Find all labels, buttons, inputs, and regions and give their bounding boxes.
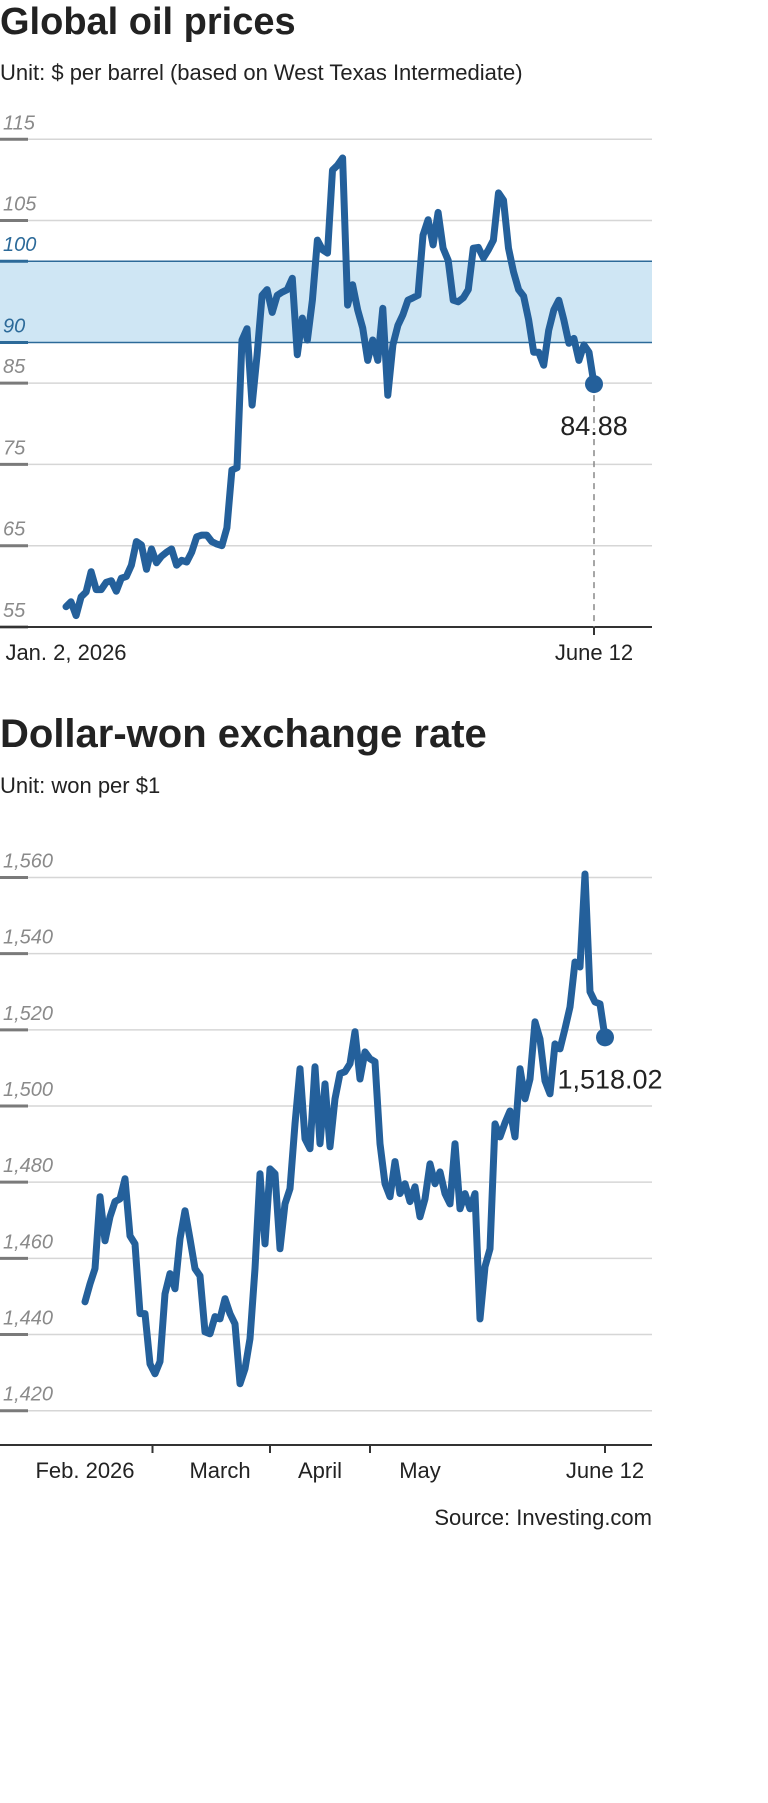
end-marker <box>596 1028 614 1047</box>
chart-subtitle: Unit: won per $1 <box>0 773 160 798</box>
y-tick-label: 105 <box>3 194 37 216</box>
data-line <box>62 154 598 620</box>
y-tick-label: 1,460 <box>3 1231 53 1253</box>
y-tick-label: 75 <box>3 437 26 459</box>
end-marker <box>585 375 603 394</box>
y-tick-label: 1,480 <box>3 1155 53 1177</box>
chart-subtitle: Unit: $ per barrel (based on West Texas … <box>0 60 523 85</box>
data-line <box>81 870 609 1388</box>
x-tick-label: March <box>189 1458 250 1483</box>
x-tick-label: May <box>399 1458 441 1483</box>
x-tick-label: April <box>298 1458 342 1483</box>
y-tick-label: 1,420 <box>3 1384 53 1406</box>
chart-title: Dollar-won exchange rate <box>0 712 487 756</box>
value-label: 1,518.02 <box>557 1064 662 1094</box>
y-tick-label: 55 <box>3 600 26 622</box>
x-tick-label: Jan. 2, 2026 <box>5 640 126 665</box>
y-tick-label: 1,440 <box>3 1308 53 1330</box>
y-tick-label: 1,560 <box>3 850 53 872</box>
y-tick-label: 85 <box>3 356 26 378</box>
x-tick-label: June 12 <box>555 640 633 665</box>
y-tick-label: 1,500 <box>3 1079 53 1101</box>
y-tick-label: 100 <box>3 234 36 256</box>
highlight-band <box>0 261 652 343</box>
value-label: 84.88 <box>560 411 628 441</box>
y-tick-label: 1,540 <box>3 927 53 949</box>
source-note: Source: Investing.com <box>434 1505 652 1530</box>
y-tick-label: 1,520 <box>3 1003 53 1025</box>
y-tick-label: 115 <box>3 112 36 134</box>
x-tick-label: June 12 <box>566 1458 644 1483</box>
chart-title: Global oil prices <box>0 1 296 43</box>
x-tick-label: Feb. 2026 <box>35 1458 134 1483</box>
y-tick-label: 65 <box>3 519 26 541</box>
y-tick-label: 90 <box>3 315 25 337</box>
